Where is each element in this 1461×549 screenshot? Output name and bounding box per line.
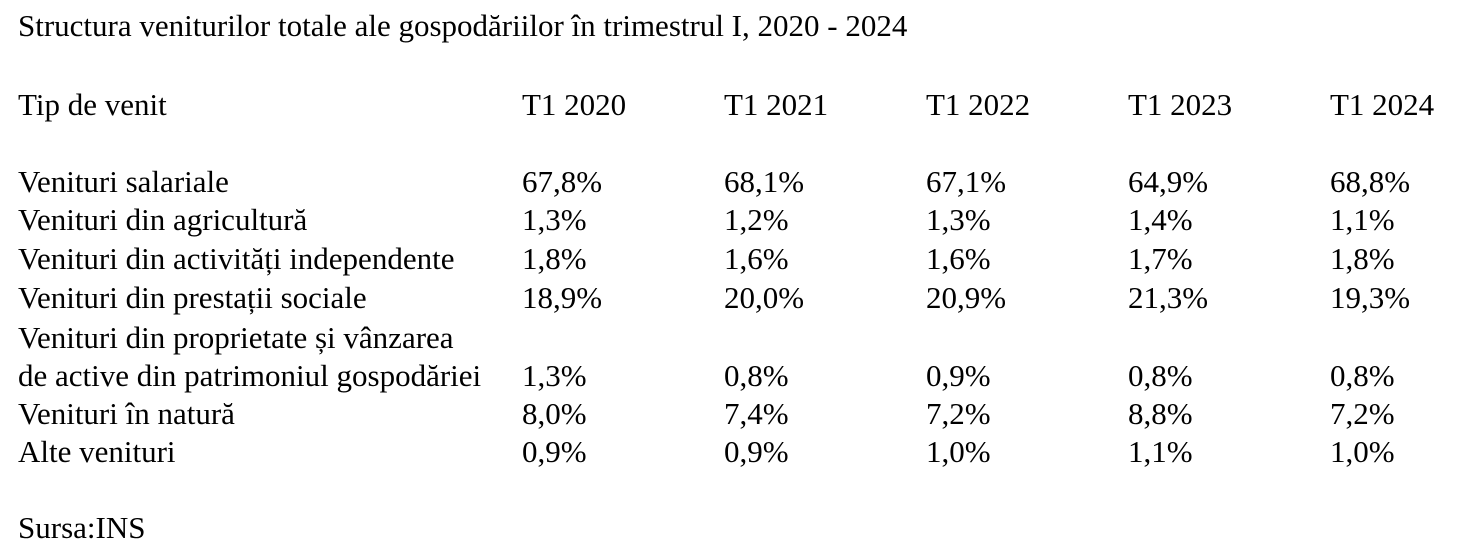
row-value: 7,2% bbox=[926, 396, 991, 431]
row-value: 7,4% bbox=[724, 396, 789, 431]
row-label-line: de active din patrimoniul gospodăriei bbox=[18, 358, 482, 393]
row-value: 0,8% bbox=[724, 358, 789, 393]
row-value: 0,9% bbox=[522, 434, 587, 469]
row-value: 1,7% bbox=[1128, 241, 1193, 276]
row-value: 19,3% bbox=[1330, 280, 1411, 315]
table-row: Venituri din activități independente 1,8%… bbox=[18, 240, 1458, 278]
row-value: 1,0% bbox=[926, 434, 991, 469]
row-value: 18,9% bbox=[522, 280, 603, 315]
row-value: 1,8% bbox=[522, 241, 587, 276]
row-label: Venituri din activități independente bbox=[18, 241, 455, 276]
row-value: 21,3% bbox=[1128, 280, 1209, 315]
row-value: 0,8% bbox=[1330, 358, 1395, 393]
header-type: Tip de venit bbox=[18, 87, 167, 122]
row-value: 1,1% bbox=[1128, 434, 1193, 469]
header-t1-2020: T1 2020 bbox=[522, 87, 627, 122]
row-value: 8,0% bbox=[522, 396, 587, 431]
row-value: 1,3% bbox=[522, 202, 587, 237]
row-value: 1,6% bbox=[724, 241, 789, 276]
row-value: 20,0% bbox=[724, 280, 805, 315]
table-row: Venituri din proprietate și vânzarea de a… bbox=[18, 320, 1458, 395]
source-note: Sursa:INS bbox=[18, 510, 146, 545]
row-value: 68,1% bbox=[724, 164, 805, 199]
row-label: Venituri în natură bbox=[18, 396, 235, 431]
document-title: Structura veniturilor totale ale gospodă… bbox=[18, 8, 908, 43]
row-value: 64,9% bbox=[1128, 164, 1209, 199]
table-row: Venituri din prestații sociale 18,9% 20,0%… bbox=[18, 279, 1458, 317]
header-t1-2023: T1 2023 bbox=[1128, 87, 1233, 122]
header-t1-2022: T1 2022 bbox=[926, 87, 1031, 122]
row-value: 67,1% bbox=[926, 164, 1007, 199]
row-label: Alte venituri bbox=[18, 434, 176, 469]
header-t1-2021: T1 2021 bbox=[724, 87, 829, 122]
header-t1-2024: T1 2024 bbox=[1330, 87, 1435, 122]
row-value: 0,8% bbox=[1128, 358, 1193, 393]
row-value: 1,2% bbox=[724, 202, 789, 237]
table-row: Alte venituri 0,9% 0,9% 1,0% 1,1% 1,0% bbox=[18, 433, 1458, 471]
table-row: Venituri în natură 8,0% 7,4% 7,2% 8,8% 7,2% bbox=[18, 395, 1458, 433]
row-value: 7,2% bbox=[1330, 396, 1395, 431]
row-value: 1,1% bbox=[1330, 202, 1395, 237]
row-value: 8,8% bbox=[1128, 396, 1193, 431]
row-value: 1,8% bbox=[1330, 241, 1395, 276]
row-value: 1,3% bbox=[522, 358, 587, 393]
row-value: 68,8% bbox=[1330, 164, 1411, 199]
table-row: Venituri din agricultură 1,3% 1,2% 1,3% 1,4%… bbox=[18, 201, 1458, 239]
table-row: Venituri salariale 67,8% 68,1% 67,1% 64,9% 68… bbox=[18, 163, 1458, 201]
row-label: Venituri salariale bbox=[18, 164, 229, 199]
row-label-line: Venituri din proprietate și vânzarea bbox=[18, 320, 454, 355]
row-value: 20,9% bbox=[926, 280, 1007, 315]
table-header-row: Tip de venit T1 2020 T1 2021 T1 2022 T1 … bbox=[18, 86, 1458, 124]
row-value: 67,8% bbox=[522, 164, 603, 199]
row-label: Venituri din agricultură bbox=[18, 202, 308, 237]
row-value: 0,9% bbox=[926, 358, 991, 393]
row-value: 1,4% bbox=[1128, 202, 1193, 237]
row-label: Venituri din prestații sociale bbox=[18, 280, 367, 315]
row-value: 1,3% bbox=[926, 202, 991, 237]
row-label: Venituri din proprietate și vânzarea de a… bbox=[18, 319, 481, 395]
row-value: 1,6% bbox=[926, 241, 991, 276]
row-value: 1,0% bbox=[1330, 434, 1395, 469]
row-value: 0,9% bbox=[724, 434, 789, 469]
